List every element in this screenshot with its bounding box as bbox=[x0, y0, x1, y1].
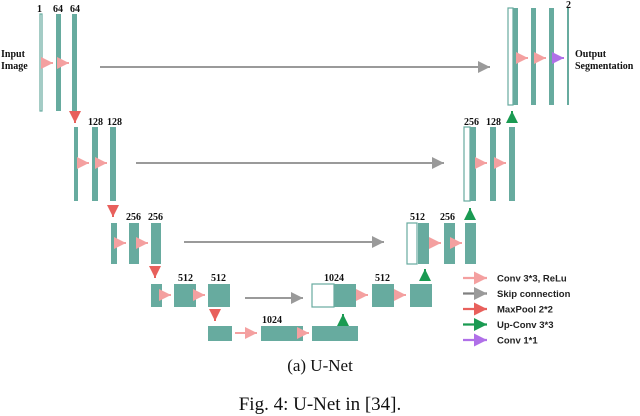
skip-connections bbox=[100, 61, 490, 304]
concat-block-copied bbox=[507, 7, 514, 106]
channel-label: 512 bbox=[211, 273, 226, 284]
concat-block-upsampled bbox=[513, 8, 518, 105]
enc-level-3: 256 256 bbox=[111, 212, 163, 264]
bottleneck: 1024 bbox=[208, 315, 358, 341]
channel-label: 256 bbox=[440, 212, 455, 223]
input-label: Input bbox=[1, 49, 26, 60]
feature-map-block bbox=[509, 127, 515, 201]
upconv-legend: Up-Conv 3*3 bbox=[463, 317, 553, 332]
feature-map-block bbox=[208, 284, 230, 307]
channel-label: 1024 bbox=[324, 273, 344, 284]
channel-label: 128 bbox=[88, 117, 103, 128]
channel-label: 512 bbox=[410, 212, 425, 223]
maxpool-arrows bbox=[69, 111, 221, 321]
enc-level-1: 1 64 64 Input Image bbox=[1, 4, 80, 112]
legend-label: Conv 1*1 bbox=[497, 336, 538, 347]
unet-diagram: 1 64 64 Input Image 128 128 256 256 512 … bbox=[1, 0, 634, 347]
feature-map-block bbox=[549, 8, 554, 105]
channel-label: 512 bbox=[178, 273, 193, 284]
output-label: Output bbox=[575, 49, 607, 60]
channel-label: 64 bbox=[53, 4, 63, 15]
feature-map-block bbox=[92, 127, 98, 201]
figure-caption: Fig. 4: U-Net in [34]. bbox=[238, 394, 402, 415]
channel-label: 64 bbox=[70, 4, 80, 15]
feature-map-block bbox=[444, 223, 455, 264]
enc-level-2: 128 128 bbox=[74, 117, 122, 201]
dec-level-3: 512 256 bbox=[406, 212, 476, 281]
feature-map-block bbox=[465, 223, 476, 264]
legend-label: MaxPool 2*2 bbox=[497, 305, 553, 316]
feature-map-block bbox=[110, 127, 116, 201]
feature-map-block bbox=[410, 284, 432, 307]
channel-label: 256 bbox=[148, 212, 163, 223]
legend: Conv 3*3, ReLu Skip connection MaxPool 2*2… bbox=[463, 271, 571, 347]
feature-map-block bbox=[151, 223, 161, 264]
concat-block-upsampled bbox=[470, 127, 476, 201]
feature-map-block bbox=[372, 284, 394, 307]
conv1x1-legend: Conv 1*1 bbox=[463, 333, 538, 347]
feature-map-block bbox=[111, 223, 117, 264]
dec-level-1: 2 Output Segmentation bbox=[506, 0, 634, 123]
legend-label: Skip connection bbox=[497, 289, 571, 300]
output-label: Segmentation bbox=[575, 61, 634, 72]
feature-map-block bbox=[72, 14, 77, 111]
enc-level-4: 512 512 bbox=[151, 273, 230, 307]
concat-block-upsampled bbox=[334, 284, 356, 307]
concat-block-copied bbox=[311, 283, 335, 308]
feature-map-block bbox=[74, 127, 78, 201]
channel-label: 512 bbox=[375, 273, 390, 284]
feature-map-block bbox=[261, 326, 303, 341]
channel-label: 2 bbox=[566, 0, 571, 11]
channel-label: 256 bbox=[464, 117, 479, 128]
dec-level-4: 1024 512 bbox=[311, 273, 432, 326]
legend-label: Conv 3*3, ReLu bbox=[497, 274, 567, 285]
feature-map-block bbox=[531, 8, 536, 105]
input-image-block bbox=[39, 13, 43, 112]
feature-map-block bbox=[490, 127, 496, 201]
feature-map-block bbox=[151, 284, 162, 307]
maxpool-legend: MaxPool 2*2 bbox=[463, 302, 553, 316]
feature-map-block bbox=[174, 284, 196, 307]
output-segmentation-block bbox=[567, 8, 569, 105]
feature-map-block bbox=[312, 326, 358, 341]
feature-map-block bbox=[208, 326, 232, 341]
channel-label: 128 bbox=[107, 117, 122, 128]
skip-legend: Skip connection bbox=[463, 286, 571, 301]
channel-label: 1024 bbox=[262, 315, 282, 326]
channel-label: 256 bbox=[126, 212, 141, 223]
conv-legend: Conv 3*3, ReLu bbox=[463, 271, 567, 285]
input-label: Image bbox=[1, 61, 28, 72]
concat-block-copied bbox=[463, 126, 471, 202]
channel-label: 1 bbox=[37, 4, 42, 15]
legend-label: Up-Conv 3*3 bbox=[497, 320, 553, 331]
concat-block-copied bbox=[406, 222, 418, 265]
channel-label: 128 bbox=[486, 117, 501, 128]
subfigure-caption: (a) U-Net bbox=[287, 356, 353, 375]
dec-level-2: 256 128 bbox=[463, 117, 515, 220]
concat-block-upsampled bbox=[418, 223, 429, 264]
feature-map-block bbox=[56, 14, 61, 111]
feature-map-block bbox=[129, 223, 139, 264]
